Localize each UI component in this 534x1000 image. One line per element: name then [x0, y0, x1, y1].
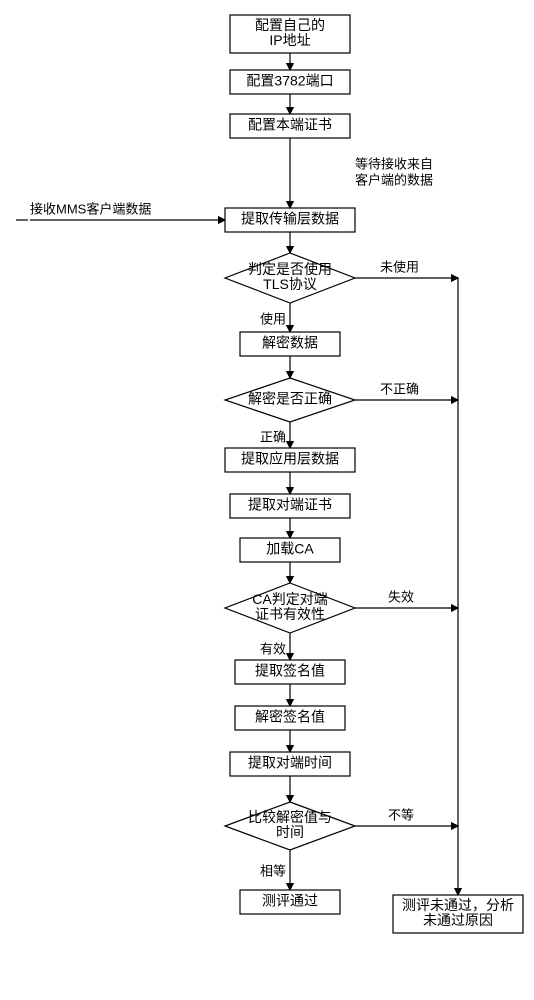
- edge-label: 不等: [388, 807, 414, 822]
- flow-node-n1: 配置自己的IP地址: [230, 15, 350, 53]
- node-label: 测评通过: [262, 893, 318, 909]
- nodes-group: 配置自己的IP地址配置3782端口配置本端证书提取传输层数据判定是否使用TLS协…: [225, 15, 523, 933]
- edge-label: 接收MMS客户端数据: [30, 201, 151, 216]
- flow-node-d4: 比较解密值与时间: [225, 802, 355, 850]
- node-label: 证书有效性: [255, 606, 325, 622]
- node-label: 配置本端证书: [248, 117, 332, 133]
- node-label: 提取传输层数据: [241, 211, 339, 227]
- flow-node-n11: 提取对端时间: [230, 752, 350, 776]
- edge-label: 正确: [260, 429, 286, 444]
- flow-node-n9: 提取签名值: [235, 660, 345, 684]
- edge-label: 有效: [260, 641, 286, 656]
- flow-node-n2: 配置3782端口: [230, 70, 350, 94]
- edge-label: 失效: [388, 589, 414, 604]
- node-label: 提取应用层数据: [241, 451, 339, 467]
- edge-label: 不正确: [380, 381, 419, 396]
- flow-node-n8: 加载CA: [240, 538, 340, 562]
- node-label: 提取签名值: [255, 663, 325, 679]
- flow-node-d2: 解密是否正确: [225, 378, 355, 422]
- node-label: 判定是否使用: [248, 261, 332, 277]
- flow-node-n3: 配置本端证书: [230, 114, 350, 138]
- node-label: CA判定对端: [252, 591, 327, 607]
- node-label: IP地址: [269, 32, 310, 48]
- flow-node-d1: 判定是否使用TLS协议: [225, 253, 355, 303]
- node-label: 配置自己的: [255, 17, 325, 33]
- node-label: 提取对端时间: [248, 755, 332, 771]
- flow-node-n10: 解密签名值: [235, 706, 345, 730]
- flow-node-n5: 解密数据: [240, 332, 340, 356]
- node-label: 未通过原因: [423, 912, 493, 928]
- node-label: 加载CA: [266, 541, 314, 557]
- flow-node-n13: 测评未通过，分析未通过原因: [393, 895, 523, 933]
- node-label: 解密数据: [262, 335, 318, 351]
- node-label: 解密是否正确: [248, 391, 332, 407]
- edge-label: 客户端的数据: [355, 172, 433, 187]
- node-label: 测评未通过，分析: [402, 897, 514, 913]
- node-label: TLS协议: [263, 276, 317, 292]
- flow-node-n12: 测评通过: [240, 890, 340, 914]
- node-label: 配置3782端口: [246, 73, 333, 89]
- flow-node-n4: 提取传输层数据: [225, 208, 355, 232]
- node-label: 解密签名值: [255, 709, 325, 725]
- node-label: 比较解密值与: [248, 809, 332, 825]
- node-label: 时间: [276, 824, 304, 840]
- flow-node-n7: 提取对端证书: [230, 494, 350, 518]
- edge-label: 相等: [260, 863, 286, 878]
- edge-label: 等待接收来自: [355, 156, 433, 171]
- node-label: 提取对端证书: [248, 497, 332, 513]
- flowchart-diagram: 等待接收来自客户端的数据接收MMS客户端数据使用 未使用正确 不正确有效 失效相等 不等…: [10, 10, 524, 990]
- flow-node-n6: 提取应用层数据: [225, 448, 355, 472]
- edge-label: 使用: [260, 311, 286, 326]
- edge-label: 未使用: [380, 259, 419, 274]
- flow-node-d3: CA判定对端证书有效性: [225, 583, 355, 633]
